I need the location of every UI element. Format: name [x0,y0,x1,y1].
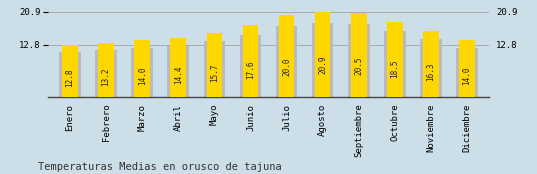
Bar [170,38,186,97]
Bar [315,12,330,97]
Bar [420,39,442,97]
Bar [351,13,367,97]
Bar [456,48,478,97]
Bar [95,50,117,97]
Bar [275,26,297,97]
Bar [312,23,333,97]
Bar [62,45,78,97]
Bar [459,40,475,97]
Text: 20.5: 20.5 [354,56,363,75]
Text: 14.0: 14.0 [137,66,147,85]
Bar [134,40,150,97]
Bar [387,22,403,97]
Bar [348,24,369,97]
Bar [279,15,294,97]
Text: 14.0: 14.0 [462,66,471,85]
Bar [423,31,439,97]
Text: 18.5: 18.5 [390,59,400,78]
Text: 16.3: 16.3 [426,63,436,81]
Text: 12.8: 12.8 [66,68,75,87]
Bar [132,48,153,97]
Bar [240,35,262,97]
Text: 15.7: 15.7 [210,64,219,82]
Bar [98,43,114,97]
Text: Temperaturas Medias en orusco de tajuna: Temperaturas Medias en orusco de tajuna [38,162,281,172]
Bar [204,41,225,97]
Bar [243,25,258,97]
Text: 17.6: 17.6 [246,61,255,79]
Text: 20.9: 20.9 [318,56,327,74]
Text: 20.0: 20.0 [282,57,291,76]
Text: 14.4: 14.4 [174,66,183,84]
Bar [168,46,189,97]
Bar [384,31,405,97]
Bar [59,52,81,97]
Bar [207,33,222,97]
Text: 13.2: 13.2 [101,68,111,86]
